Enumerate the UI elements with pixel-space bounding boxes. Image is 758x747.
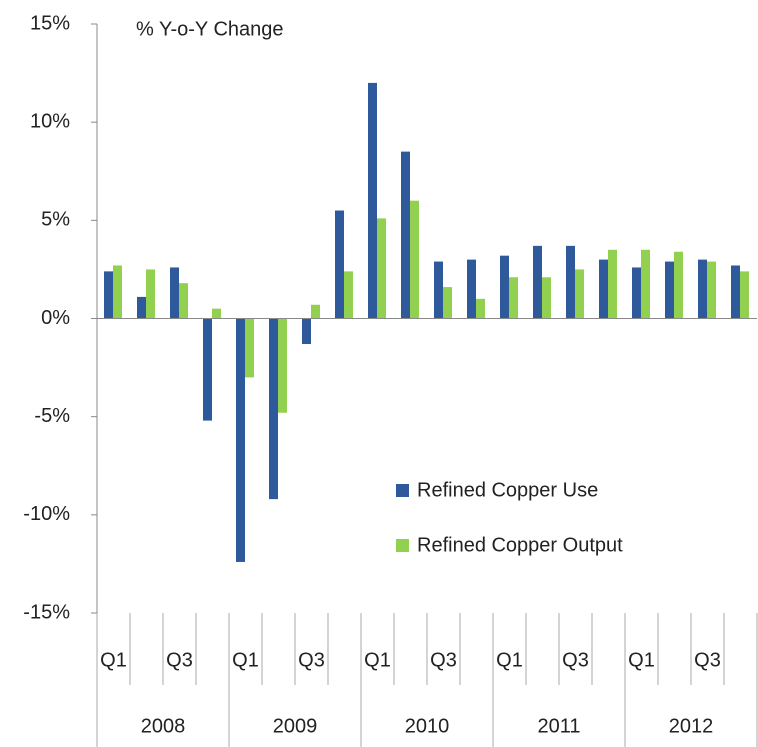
group-label: 2008	[141, 715, 186, 737]
bar	[731, 265, 740, 319]
x-tick-label: Q3	[694, 649, 721, 671]
y-tick-label: -10%	[23, 503, 70, 525]
bar	[278, 318, 287, 413]
bar	[146, 269, 155, 319]
bar	[269, 318, 278, 500]
bar	[476, 298, 485, 319]
bar	[665, 261, 674, 319]
bar	[500, 255, 509, 319]
y-tick-label: -5%	[34, 405, 70, 427]
bar	[368, 82, 377, 319]
bar	[302, 318, 311, 345]
bar	[335, 210, 344, 319]
bar	[698, 259, 707, 319]
group-label: 2009	[273, 715, 318, 737]
bar	[566, 245, 575, 319]
bar	[599, 259, 608, 319]
x-tick-label: Q3	[430, 649, 457, 671]
legend-label: Refined Copper Use	[417, 479, 598, 501]
bar	[443, 287, 452, 319]
bar	[113, 265, 122, 319]
bar	[203, 318, 212, 421]
group-label: 2011	[537, 715, 580, 737]
y-tick-label: 15%	[30, 12, 70, 34]
bar	[740, 271, 749, 319]
x-tick-label: Q1	[496, 649, 523, 671]
y-tick-label: 10%	[30, 110, 70, 132]
bar	[467, 259, 476, 319]
bar	[410, 200, 419, 319]
bar	[179, 283, 188, 319]
group-label: 2010	[405, 715, 450, 737]
x-tick-label: Q1	[100, 649, 127, 671]
x-tick-label: Q3	[166, 649, 193, 671]
bar	[236, 318, 245, 562]
y-tick-label: 5%	[41, 209, 70, 231]
bar	[707, 261, 716, 319]
bar	[137, 296, 146, 319]
bar	[245, 318, 254, 378]
bar	[509, 277, 518, 319]
bar	[311, 304, 320, 319]
x-tick-label: Q1	[628, 649, 655, 671]
x-tick-label: Q1	[232, 649, 259, 671]
bar	[377, 218, 386, 319]
bar	[344, 271, 353, 319]
bar	[575, 269, 584, 319]
legend-label: Refined Copper Output	[417, 534, 623, 556]
bar	[434, 261, 443, 319]
legend-swatch	[396, 539, 409, 552]
bar	[632, 267, 641, 319]
bar	[641, 249, 650, 319]
bar	[104, 271, 113, 319]
legend-swatch	[396, 484, 409, 497]
bar	[533, 245, 542, 319]
bar	[674, 251, 683, 319]
annotation: % Y-o-Y Change	[136, 18, 284, 40]
bar	[401, 151, 410, 319]
x-tick-label: Q3	[562, 649, 589, 671]
bar	[608, 249, 617, 319]
x-tick-label: Q1	[364, 649, 391, 671]
bar	[212, 308, 221, 319]
y-tick-label: -15%	[23, 601, 70, 623]
y-tick-label: 0%	[41, 307, 70, 329]
group-label: 2012	[669, 715, 714, 737]
bar	[170, 267, 179, 319]
bar	[542, 277, 551, 319]
x-tick-label: Q3	[298, 649, 325, 671]
